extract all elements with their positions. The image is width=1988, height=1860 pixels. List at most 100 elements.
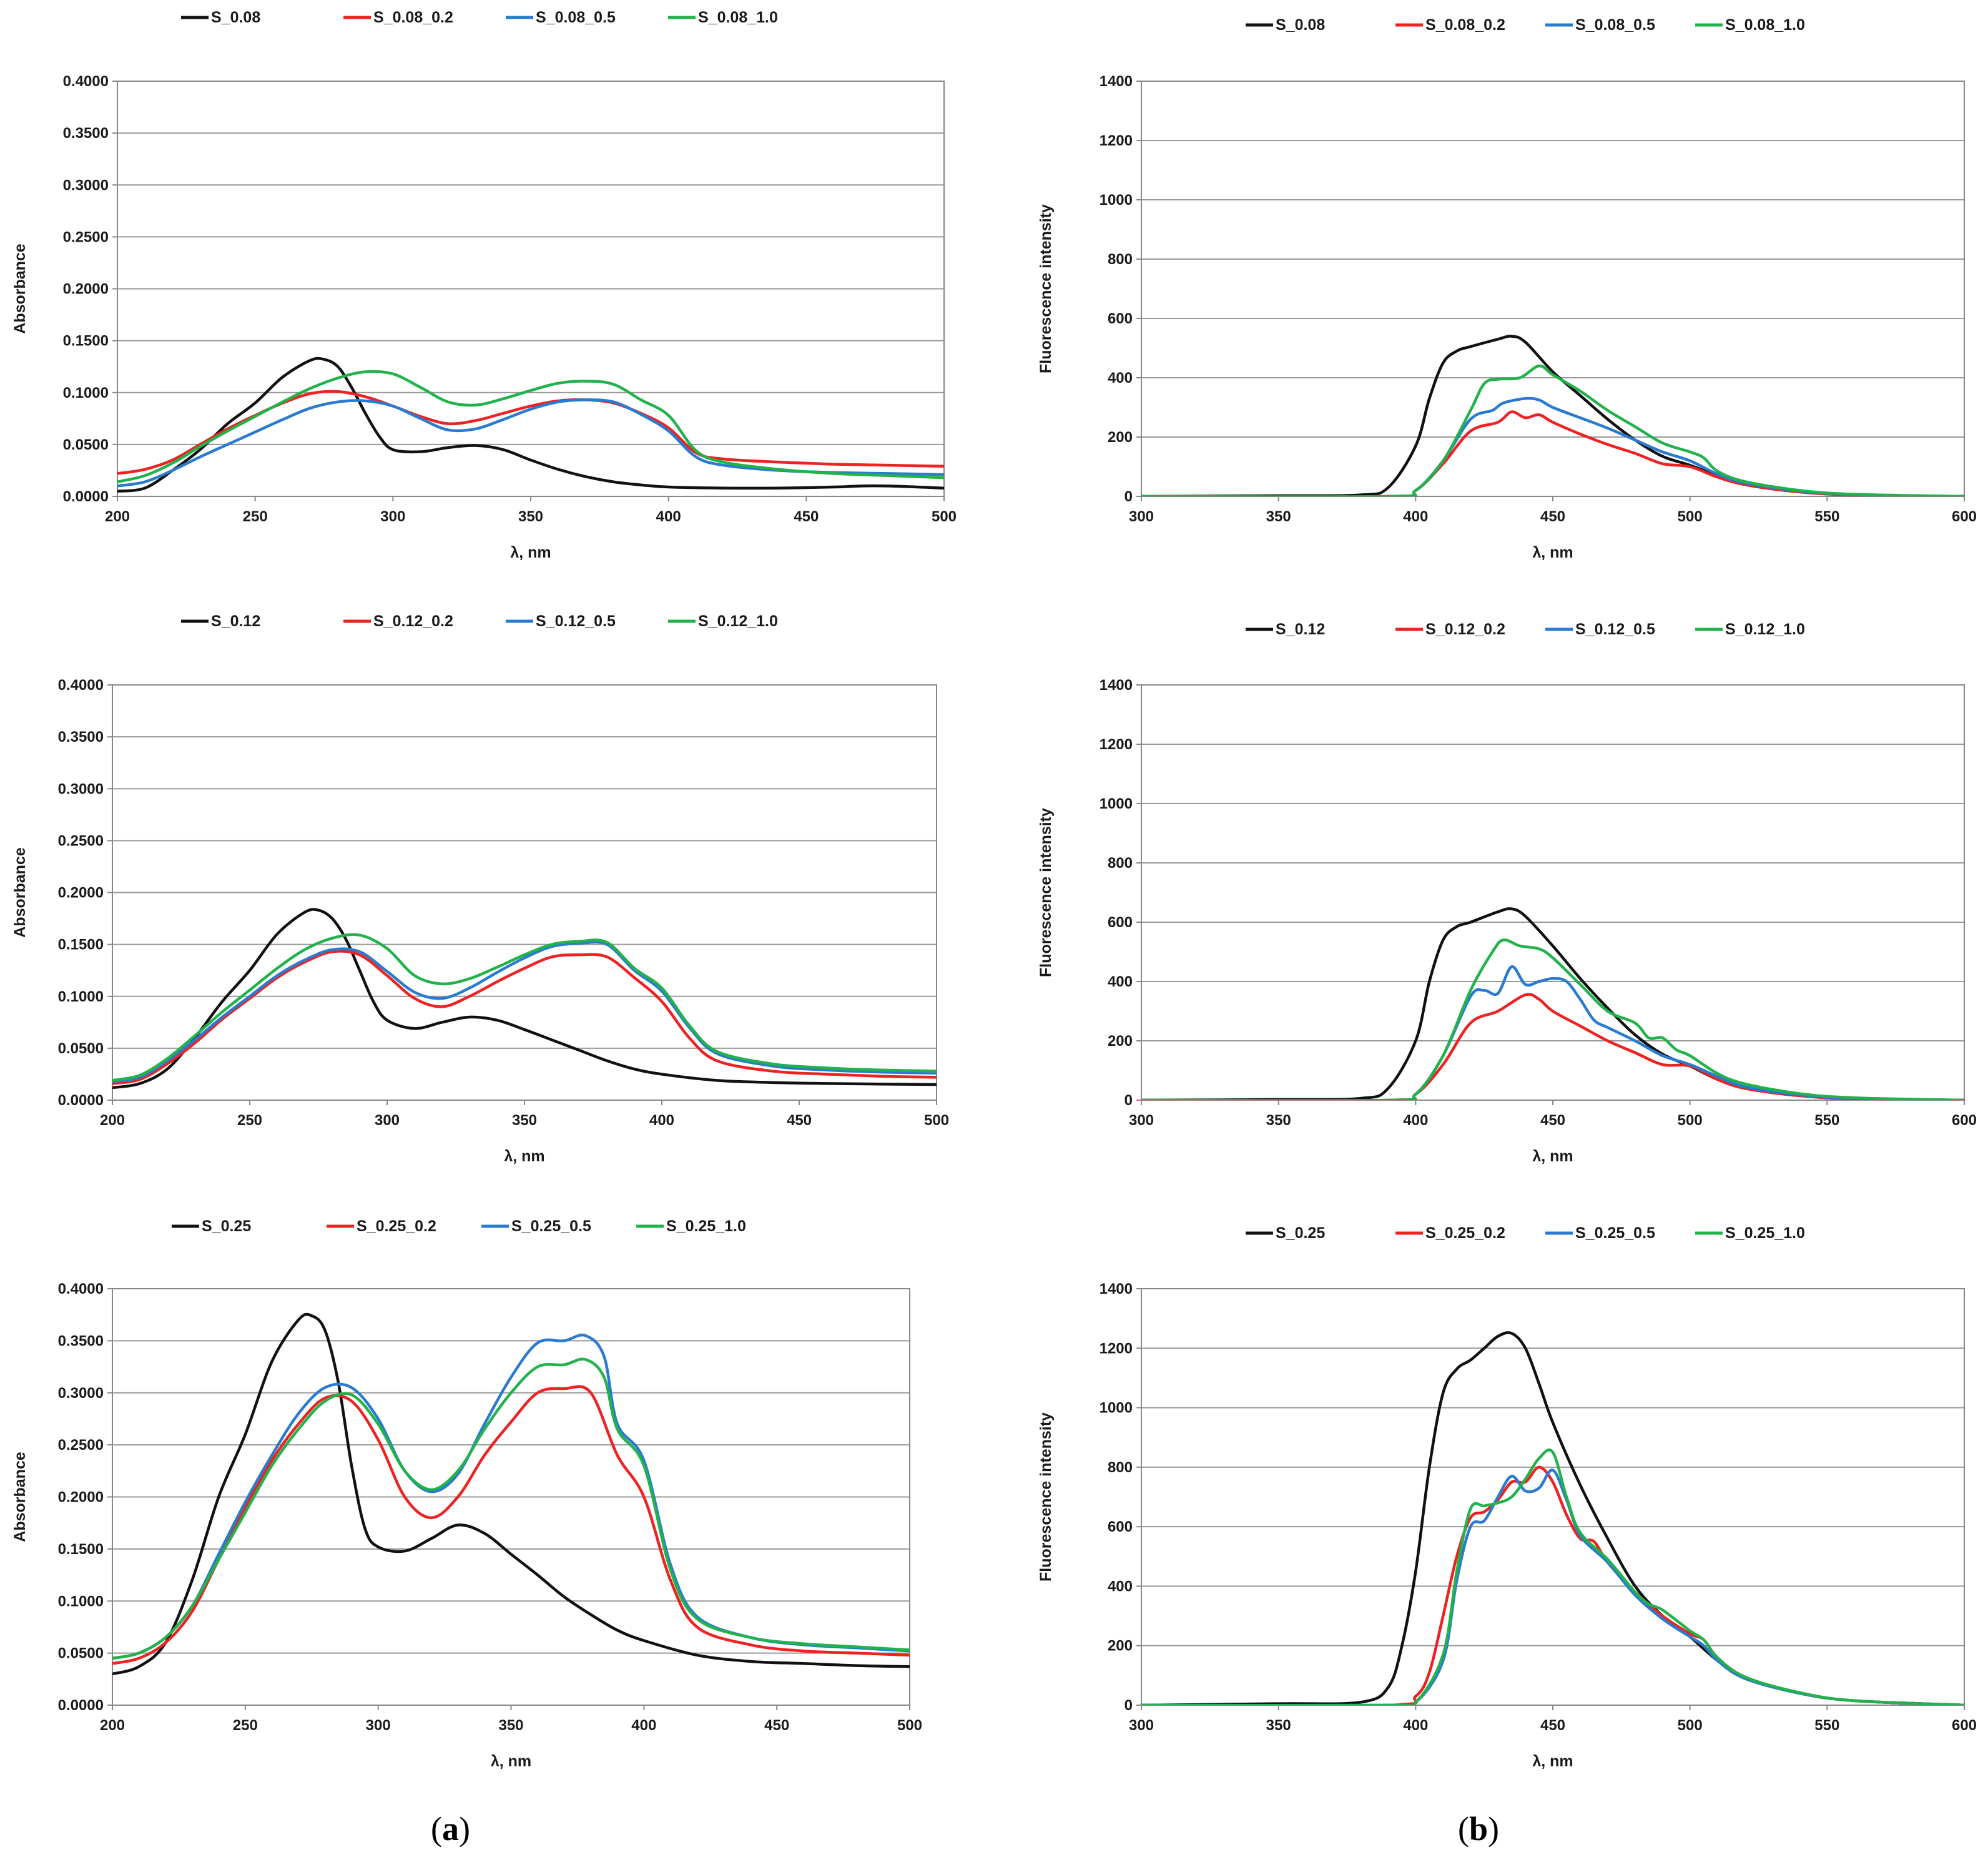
x-tick-label: 300 [366, 1717, 391, 1734]
series-line-S_0.25 [112, 1312, 910, 1676]
x-tick-label: 350 [518, 508, 543, 525]
series-line-S_0.12_1.0 [1141, 938, 1964, 1100]
y-tick-label: 0.0500 [58, 1040, 104, 1057]
y-tick-label: 0.3500 [58, 729, 104, 745]
y-tick-label: 400 [1108, 370, 1133, 386]
series-line-S_0.12_1.0 [112, 933, 937, 1082]
x-tick-label: 450 [1540, 1112, 1565, 1129]
series-line-S_0.25_0.5 [112, 1333, 910, 1660]
series-line-S_0.08_1.0 [1141, 364, 1964, 496]
y-tick-label: 0.3000 [63, 177, 109, 194]
y-tick-label: 1000 [1100, 192, 1133, 209]
y-tick-label: 400 [1108, 1578, 1133, 1595]
legend-label: S_0.08_0.2 [1425, 16, 1505, 34]
legend-label: S_0.08_1.0 [698, 9, 778, 26]
x-tick-label: 450 [1540, 508, 1565, 525]
y-tick-label: 0.2500 [58, 832, 104, 849]
y-tick-label: 0.3500 [58, 1332, 104, 1349]
y-tick-label: 0.0000 [58, 1092, 104, 1109]
y-tick-label: 200 [1108, 1638, 1133, 1655]
y-tick-label: 1400 [1100, 73, 1133, 90]
y-tick-label: 600 [1108, 1518, 1133, 1535]
x-tick-label: 400 [1403, 1717, 1428, 1734]
y-tick-label: 0.1000 [63, 385, 109, 401]
legend-label: S_0.12 [1276, 621, 1325, 638]
x-tick-label: 500 [1678, 1112, 1703, 1129]
y-tick-label: 400 [1108, 973, 1133, 990]
y-tick-label: 600 [1108, 914, 1133, 931]
y-tick-label: 0.1500 [58, 937, 104, 953]
x-axis-title: λ, nm [1532, 544, 1573, 561]
x-tick-label: 400 [631, 1717, 656, 1734]
x-tick-label: 400 [1403, 1112, 1428, 1129]
x-tick-label: 350 [1266, 1112, 1291, 1129]
y-axis-title: Fluorescence intensity [1037, 1412, 1055, 1582]
y-tick-label: 0.3000 [58, 780, 104, 797]
x-tick-label: 550 [1814, 1112, 1839, 1129]
panels: 0.0000 0.0500 0.1000 0.1500 0.2000 0.2500 0.30… [11, 9, 1977, 1770]
x-tick-label: 550 [1814, 508, 1839, 525]
chart-abs-008: 0.0000 0.0500 0.1000 0.1500 0.2000 0.2500 0.30… [11, 9, 957, 561]
y-tick-label: 0.0000 [63, 488, 109, 505]
x-tick-label: 600 [1952, 1112, 1977, 1129]
series-line-S_0.08 [117, 357, 944, 493]
x-tick-label: 500 [1678, 508, 1703, 525]
legend-label: S_0.08 [211, 9, 260, 26]
x-tick-label: 450 [787, 1112, 812, 1129]
series-line-S_0.08_0.5 [117, 398, 944, 488]
legend-label: S_0.12 [211, 613, 260, 630]
legend-label: S_0.08_0.5 [1575, 16, 1655, 34]
legend-label: S_0.25_1.0 [666, 1218, 746, 1235]
legend-label: S_0.25_0.2 [357, 1218, 436, 1235]
y-tick-label: 0.2000 [63, 281, 109, 298]
chart-fl-008: 0 200 400 600 800 1000 1200 1400 300 350 400 450 500… [1037, 16, 1977, 561]
x-tick-label: 350 [1266, 1717, 1291, 1734]
legend: S_0.08 S_0.08_0.2 S_0.08_0.5 S_0.08_1.0 [1246, 16, 1805, 34]
legend: S_0.08 S_0.08_0.2 S_0.08_0.5 S_0.08_1.0 [181, 9, 778, 26]
x-axis-title: λ, nm [1532, 1148, 1573, 1165]
y-tick-label: 1200 [1100, 1340, 1133, 1357]
y-axis-title: Absorbance [11, 847, 29, 938]
y-tick-label: 0.4000 [58, 1281, 104, 1297]
x-tick-label: 500 [932, 508, 957, 525]
legend: S_0.25 S_0.25_0.2 S_0.25_0.5 S_0.25_1.0 [172, 1218, 746, 1235]
x-tick-label: 250 [243, 508, 268, 525]
y-tick-label: 0 [1124, 488, 1133, 505]
legend-label: S_0.25_0.2 [1425, 1224, 1505, 1242]
y-tick-label: 0.3000 [58, 1385, 104, 1402]
series-line-S_0.12_0.2 [112, 950, 937, 1085]
y-tick-label: 800 [1108, 1459, 1133, 1476]
series-line-S_0.12 [112, 908, 937, 1090]
x-tick-label: 350 [1266, 508, 1291, 525]
y-tick-label: 0.2000 [58, 885, 104, 902]
series-line-S_0.25_0.2 [112, 1385, 910, 1665]
y-tick-label: 800 [1108, 855, 1133, 872]
x-tick-label: 300 [1129, 1717, 1154, 1734]
x-axis-title: λ, nm [504, 1148, 544, 1165]
y-tick-label: 0.2500 [58, 1437, 104, 1454]
x-tick-label: 200 [100, 1717, 125, 1734]
legend-label: S_0.08_1.0 [1725, 16, 1805, 34]
y-tick-label: 1200 [1100, 132, 1133, 149]
x-tick-label: 300 [380, 508, 405, 525]
x-tick-label: 300 [375, 1112, 400, 1129]
x-tick-label: 250 [237, 1112, 262, 1129]
legend-label: S_0.12_0.5 [536, 613, 616, 630]
x-tick-label: 400 [649, 1112, 674, 1129]
chart-fl-012: 0 200 400 600 800 1000 1200 1400 300 350 400 450 500… [1037, 621, 1977, 1165]
y-tick-label: 1200 [1100, 736, 1133, 753]
y-tick-label: 0.1500 [63, 333, 109, 350]
legend-label: S_0.12_1.0 [1725, 621, 1805, 638]
x-tick-label: 300 [1129, 508, 1154, 525]
y-axis-title: Absorbance [11, 1452, 29, 1542]
series-line-S_0.25_1.0 [112, 1357, 910, 1660]
y-tick-label: 1400 [1100, 677, 1133, 694]
x-axis-title: λ, nm [1532, 1753, 1573, 1770]
legend: S_0.25 S_0.25_0.2 S_0.25_0.5 S_0.25_1.0 [1246, 1224, 1805, 1242]
y-axis-title: Absorbance [11, 244, 29, 334]
y-tick-label: 0.1000 [58, 1593, 104, 1610]
y-tick-label: 0.2500 [63, 229, 109, 245]
legend-label: S_0.12_1.0 [698, 613, 778, 630]
legend-label: S_0.25_0.5 [1575, 1224, 1655, 1242]
